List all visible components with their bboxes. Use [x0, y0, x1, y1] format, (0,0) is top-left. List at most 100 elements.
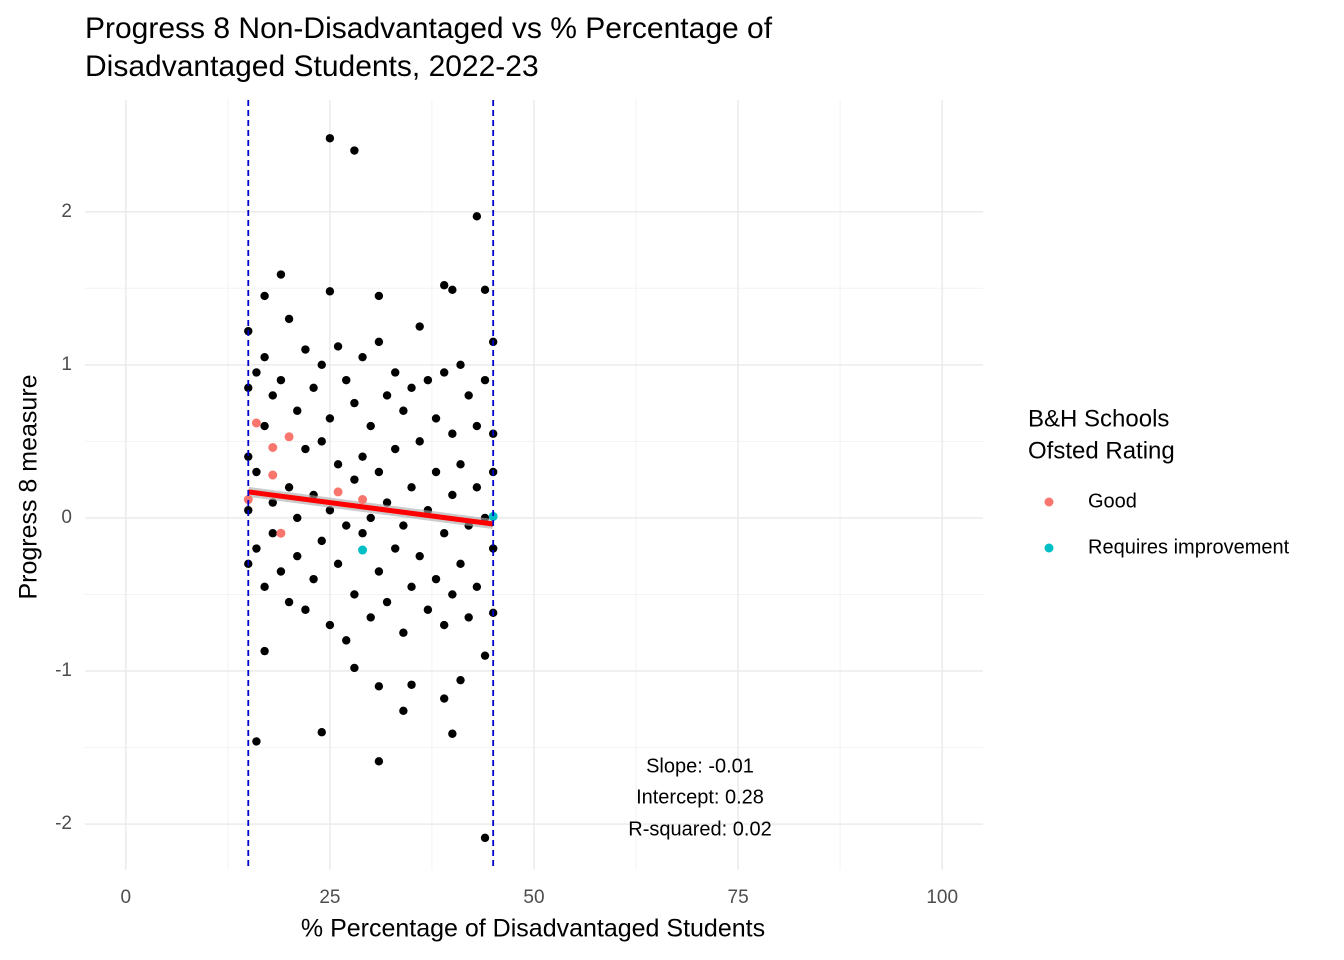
point [325, 620, 335, 630]
point [293, 513, 302, 523]
point [260, 421, 269, 431]
point [301, 345, 310, 354]
point [456, 559, 465, 569]
chart-title: Disadvantaged Students, 2022-23 [85, 50, 539, 83]
point [333, 342, 343, 351]
point [374, 757, 384, 766]
point [333, 487, 343, 497]
point [431, 467, 441, 477]
legend-title: Ofsted Rating [1028, 437, 1175, 464]
legend-title: B&H Schools [1028, 405, 1169, 432]
point [284, 432, 294, 442]
y-tick-label: 1 [61, 354, 72, 375]
point [374, 291, 384, 301]
point [252, 467, 261, 477]
point [472, 483, 482, 492]
x-axis-label: % Percentage of Disadvantaged Students [301, 915, 765, 943]
legend-marker [1044, 497, 1054, 507]
x-tick-label: 25 [319, 887, 340, 908]
point [243, 495, 253, 505]
point [440, 529, 449, 538]
point [366, 613, 375, 622]
point [448, 590, 457, 599]
point [325, 414, 335, 423]
y-tick-label: -1 [55, 660, 72, 681]
point [488, 544, 498, 553]
point [415, 551, 424, 561]
point [415, 322, 424, 331]
point [382, 498, 392, 507]
point [358, 495, 368, 505]
point [423, 375, 433, 385]
point [260, 646, 269, 656]
point [350, 146, 359, 155]
point [244, 452, 253, 461]
point [358, 545, 368, 555]
point [350, 398, 359, 408]
point [358, 452, 367, 461]
point [317, 360, 326, 370]
point [301, 444, 310, 454]
legend-marker [1044, 543, 1054, 553]
point [301, 605, 310, 614]
point [268, 442, 278, 452]
point [268, 391, 277, 400]
y-axis-label: Progress 8 measure [15, 374, 43, 599]
point [415, 437, 424, 446]
annotation: Intercept: 0.28 [636, 786, 764, 808]
point [268, 529, 277, 538]
point [366, 421, 375, 431]
point [456, 460, 465, 469]
point [472, 212, 482, 221]
point [325, 134, 335, 143]
point [391, 368, 400, 377]
point [260, 291, 269, 301]
annotation: Slope: -0.01 [646, 755, 754, 777]
point [391, 544, 400, 553]
point [399, 521, 408, 530]
point [358, 529, 367, 538]
x-tick-label: 75 [728, 887, 749, 908]
point [464, 613, 473, 622]
point [480, 651, 490, 660]
point [448, 429, 457, 438]
point [268, 470, 278, 480]
point [440, 694, 449, 703]
x-tick-label: 0 [121, 887, 132, 908]
y-tick-label: -2 [55, 813, 72, 834]
point [488, 511, 498, 521]
point [342, 521, 351, 530]
point [333, 559, 343, 569]
point [276, 528, 286, 538]
point [317, 536, 326, 546]
point [456, 675, 465, 685]
point [252, 368, 261, 377]
point [382, 597, 392, 607]
point [244, 383, 253, 392]
point [480, 285, 490, 295]
point [342, 636, 351, 645]
point [276, 270, 286, 279]
point [342, 375, 351, 385]
point [423, 605, 433, 614]
y-tick-label: 2 [61, 201, 72, 222]
point [399, 628, 408, 637]
point [293, 551, 302, 561]
point [399, 406, 408, 415]
point [374, 567, 384, 576]
point [350, 475, 359, 484]
point [407, 582, 416, 591]
point [382, 391, 392, 400]
x-tick-label: 50 [523, 887, 544, 908]
point [374, 337, 384, 347]
point [431, 574, 441, 584]
legend-label: Requires improvement [1088, 536, 1290, 558]
point [440, 368, 449, 377]
point [325, 506, 335, 515]
point [399, 706, 408, 715]
point [407, 383, 416, 392]
point [284, 597, 294, 607]
point [284, 314, 294, 324]
point [366, 513, 375, 523]
point [260, 582, 269, 591]
